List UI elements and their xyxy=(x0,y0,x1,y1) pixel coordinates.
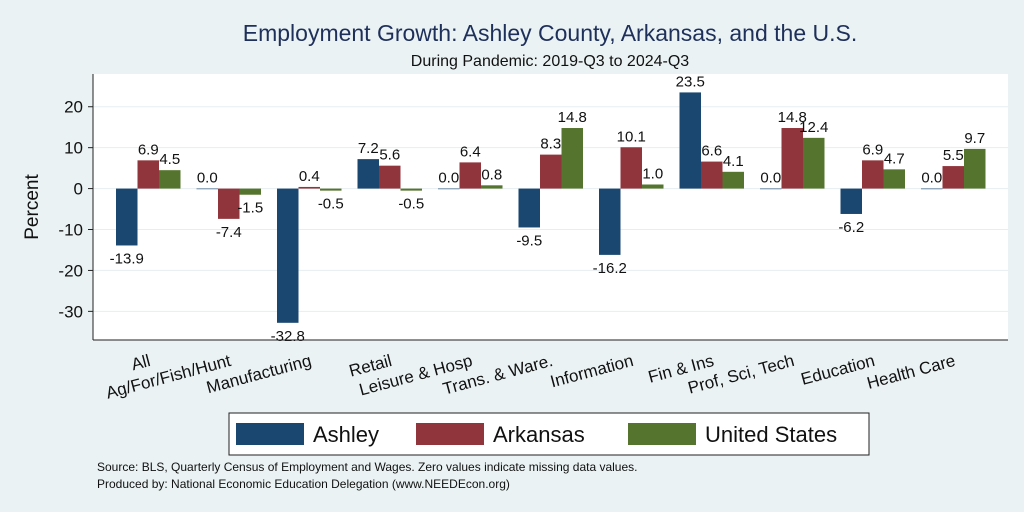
data-label: 4.5 xyxy=(159,151,180,168)
bar xyxy=(320,188,342,191)
bar xyxy=(196,188,218,190)
data-label: 0.0 xyxy=(438,170,459,187)
bar xyxy=(701,161,723,189)
y-tick-label: 0 xyxy=(74,180,83,199)
data-label: 6.9 xyxy=(862,141,883,158)
bar xyxy=(239,188,261,195)
bar xyxy=(803,137,825,189)
data-label: 10.1 xyxy=(617,128,646,145)
y-tick-label: 20 xyxy=(64,98,83,117)
x-tick-label: All xyxy=(129,351,152,374)
bar xyxy=(298,186,320,189)
bar xyxy=(883,169,905,189)
data-label: -0.5 xyxy=(318,196,344,213)
data-label: 7.2 xyxy=(358,140,379,157)
y-tick-label: 10 xyxy=(64,139,83,158)
data-label: 14.8 xyxy=(778,109,807,126)
bar xyxy=(964,148,986,189)
bar xyxy=(540,154,562,189)
chart-subtitle: During Pandemic: 2019-Q3 to 2024-Q3 xyxy=(411,53,689,70)
bar xyxy=(722,171,744,189)
data-label: -32.8 xyxy=(271,328,305,345)
bar xyxy=(379,165,401,189)
data-label: 0.4 xyxy=(299,168,320,185)
legend-swatch xyxy=(236,423,304,445)
data-label: 6.4 xyxy=(460,143,481,160)
data-label: 4.7 xyxy=(884,150,905,167)
data-label: 6.6 xyxy=(701,143,722,160)
bars xyxy=(116,92,986,323)
y-axis: 20 10 0 -10 -20 -30 xyxy=(58,74,1008,341)
bar xyxy=(137,160,159,189)
data-label: 1.0 xyxy=(642,165,663,182)
data-label: -16.2 xyxy=(593,260,627,277)
chart-title: Employment Growth: Ashley County, Arkans… xyxy=(243,20,857,46)
data-label: 0.8 xyxy=(481,166,502,183)
bar xyxy=(400,188,422,191)
bar xyxy=(781,128,803,189)
y-tick-label: -20 xyxy=(58,261,83,280)
data-label: -6.2 xyxy=(838,219,864,236)
legend-swatch xyxy=(416,423,484,445)
bar xyxy=(159,170,181,189)
bar xyxy=(599,188,621,255)
data-label: -9.5 xyxy=(516,232,542,249)
data-label: -1.5 xyxy=(237,200,263,217)
data-label: 0.0 xyxy=(921,170,942,187)
y-tick-label: -10 xyxy=(58,221,83,240)
bar xyxy=(277,188,299,323)
bar xyxy=(679,92,701,189)
bar xyxy=(561,128,583,189)
bar xyxy=(840,188,862,214)
bar xyxy=(642,184,664,189)
data-label: 23.5 xyxy=(676,73,705,90)
legend-label: United States xyxy=(705,422,837,447)
legend: Ashley Arkansas United States xyxy=(228,412,870,456)
bar xyxy=(921,188,943,190)
data-label: -7.4 xyxy=(216,224,242,241)
data-labels: -13.96.94.50.0-7.4-1.5-32.80.4-0.57.2 5.6… xyxy=(110,73,986,344)
bar xyxy=(862,160,884,189)
bar xyxy=(357,159,379,189)
legend-swatch xyxy=(628,423,696,445)
bar xyxy=(218,188,240,219)
y-axis-title: Percent xyxy=(22,174,43,240)
bar xyxy=(459,162,481,189)
data-label: 0.0 xyxy=(197,170,218,187)
data-label: 5.6 xyxy=(379,147,400,164)
bar xyxy=(760,188,782,190)
producer-note: Produced by: National Economic Education… xyxy=(97,477,510,491)
bar xyxy=(438,188,460,190)
data-label: 5.5 xyxy=(943,147,964,164)
data-label: 4.1 xyxy=(723,153,744,170)
data-label: 0.0 xyxy=(760,170,781,187)
bar xyxy=(620,147,642,189)
data-label: 6.9 xyxy=(138,141,159,158)
data-label: -13.9 xyxy=(110,250,144,267)
data-label: 8.3 xyxy=(540,136,561,153)
y-tick-label: -30 xyxy=(58,302,83,321)
data-label: 9.7 xyxy=(964,130,985,147)
bar xyxy=(481,185,503,189)
bar xyxy=(942,166,964,189)
bar xyxy=(518,188,540,228)
data-label: 12.4 xyxy=(799,119,828,136)
bar xyxy=(116,188,138,246)
data-label: -0.5 xyxy=(398,196,424,213)
data-label: 14.8 xyxy=(558,109,587,126)
legend-label: Arkansas xyxy=(493,422,585,447)
legend-label: Ashley xyxy=(313,422,379,447)
legend-box xyxy=(228,412,870,456)
source-note: Source: BLS, Quarterly Census of Employm… xyxy=(97,460,637,474)
